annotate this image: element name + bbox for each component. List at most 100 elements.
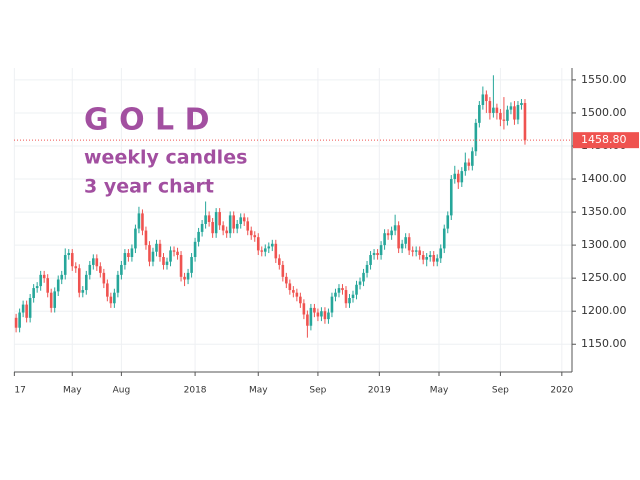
candle-body	[214, 212, 218, 234]
candle-body	[460, 171, 464, 183]
candle-body	[376, 253, 379, 256]
candle-body	[471, 151, 474, 166]
candle-body	[292, 290, 295, 293]
x-tick-label: Sep	[492, 386, 509, 396]
candle-body	[116, 274, 120, 293]
y-tick-label: 1500.00	[581, 106, 627, 119]
grid	[13, 68, 572, 372]
candle-body	[502, 119, 506, 121]
candle-body	[506, 109, 509, 121]
candle-body	[306, 314, 309, 326]
candle-body	[263, 248, 267, 252]
candle-body	[211, 221, 214, 234]
candle-body	[18, 312, 21, 328]
candle-body	[334, 292, 337, 297]
candle-body	[323, 311, 327, 320]
candle-body	[369, 255, 372, 265]
candle-body	[362, 272, 365, 282]
candle-body	[21, 304, 25, 313]
candle-body	[232, 215, 235, 229]
candle-body	[228, 215, 232, 234]
candle-body	[316, 312, 320, 317]
candle-body	[256, 237, 260, 251]
candle-body	[186, 272, 190, 280]
candles	[14, 75, 527, 338]
candle-body	[425, 257, 429, 260]
candle-body	[63, 255, 67, 275]
candle-body	[67, 253, 71, 256]
candle-body	[204, 215, 207, 224]
candle-body	[162, 257, 165, 265]
candle-body	[485, 94, 488, 102]
candle-body	[169, 250, 172, 262]
candle-body	[274, 243, 278, 259]
x-tick-label: May	[430, 386, 449, 396]
candle-body	[295, 292, 299, 297]
candle-body	[341, 288, 344, 291]
candle-body	[113, 292, 116, 304]
annotation-title: G O L D	[84, 103, 209, 138]
annotation: weekly candles	[84, 147, 247, 169]
x-tick-label: Sep	[309, 386, 326, 396]
candle-body	[42, 274, 46, 279]
x-tick-label: 2019	[368, 386, 391, 396]
candle-body	[397, 225, 400, 249]
candle-body	[56, 279, 60, 292]
candle-body	[327, 312, 330, 320]
candle-body	[474, 122, 478, 152]
candle-body	[281, 264, 285, 277]
candle-body	[390, 230, 393, 236]
candle-body	[95, 258, 99, 267]
candle-body	[439, 248, 443, 259]
candle-body	[172, 250, 176, 252]
candle-body	[183, 276, 186, 280]
candle-body	[127, 253, 130, 258]
candle-body	[165, 261, 169, 265]
candle-body	[499, 112, 502, 120]
candle-body	[207, 215, 211, 222]
candle-body	[70, 253, 74, 267]
candle-body	[235, 223, 239, 229]
candle-body	[330, 296, 334, 313]
x-tick-label: 2018	[184, 386, 207, 396]
axes: 1150.00 1200.00 1250.00 1300.00 1350.00 1400.…	[13, 68, 627, 396]
candle-body	[432, 255, 436, 262]
candle-body	[313, 307, 316, 313]
candle-body	[99, 266, 102, 273]
candle-body	[400, 243, 404, 249]
x-tick-label: 2020	[550, 386, 573, 396]
candle-body	[176, 251, 179, 256]
candle-body	[278, 258, 281, 265]
candle-body	[492, 107, 495, 113]
candle-body	[46, 278, 49, 293]
candle-body	[309, 307, 313, 326]
candle-body	[141, 213, 144, 231]
candle-body	[337, 288, 341, 293]
candle-body	[225, 230, 228, 234]
candle-body	[49, 292, 53, 308]
candle-body	[151, 251, 155, 262]
candle-body	[39, 274, 42, 287]
candle-body	[411, 250, 414, 252]
candle-body	[242, 217, 246, 222]
candle-body	[35, 286, 39, 289]
candle-body	[77, 268, 81, 293]
y-tick-label: 1550.00	[581, 73, 627, 86]
x-tick-label: 17	[14, 386, 25, 396]
candle-body	[446, 215, 450, 229]
candle-body	[456, 173, 460, 183]
y-tick-label: 1350.00	[581, 205, 627, 218]
candle-body	[249, 230, 253, 236]
candle-body	[516, 105, 520, 120]
candle-body	[464, 162, 467, 172]
candle-body	[288, 283, 292, 291]
y-tick-label: 1300.00	[581, 238, 627, 251]
annotation: 3 year chart	[84, 176, 214, 198]
candle-body	[421, 255, 425, 260]
candle-body	[393, 225, 397, 231]
candle-body	[123, 253, 127, 265]
candle-body	[379, 245, 383, 256]
candle-body	[28, 297, 32, 318]
candle-body	[365, 264, 369, 273]
y-tick-label: 1150.00	[581, 337, 627, 350]
